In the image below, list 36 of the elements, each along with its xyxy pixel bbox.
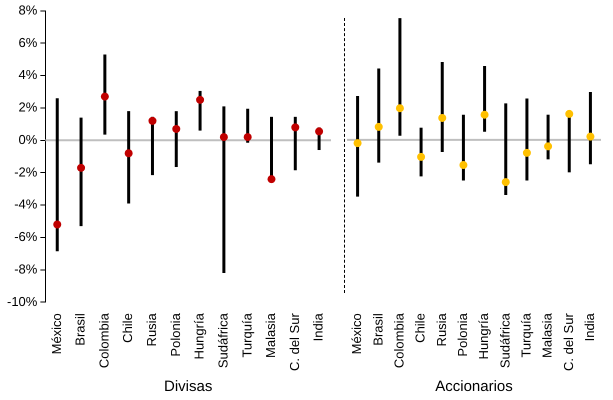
x-tick-label: Sudáfrica	[497, 312, 512, 368]
x-tick-label: México	[48, 313, 64, 354]
x-tick-label: Malasia	[263, 312, 278, 358]
x-tick-label: Malasia	[540, 312, 555, 358]
x-axis-title: Accionarios	[435, 378, 513, 396]
x-tick-label: C. del Sur	[286, 312, 302, 372]
y-tick-label: -4%	[14, 196, 38, 212]
y-tick-label: 8%	[18, 2, 38, 18]
x-axis-title: Divisas	[164, 378, 212, 396]
x-tick-label: Chile	[120, 313, 136, 343]
x-tick-label: Rusia	[434, 312, 449, 346]
y-tick-label: 0%	[18, 132, 38, 147]
x-tick-label: Chile	[412, 313, 428, 343]
x-tick-label: Turquía	[518, 312, 534, 358]
x-tick-label: C. del Sur	[560, 312, 576, 372]
y-tick-label: -6%	[14, 229, 38, 244]
x-tick-label: Turquía	[239, 312, 254, 358]
x-tick-label: Polonia	[454, 312, 470, 357]
x-tick-label: India	[310, 312, 326, 342]
x-tick-label: Rusia	[144, 312, 160, 346]
x-tick-label: Colombia	[96, 312, 112, 368]
x-tick-label: Hungría	[192, 312, 207, 360]
y-tick-label: 4%	[18, 67, 38, 82]
x-tick-label: México	[349, 313, 364, 354]
x-tick-label: India	[582, 312, 597, 342]
y-tick-label: 6%	[18, 34, 38, 50]
x-tick-label: Hungría	[476, 312, 492, 360]
x-tick-label: Sudáfrica	[215, 312, 230, 368]
x-tick-label: Brasil	[370, 313, 386, 346]
x-tick-label: Brasil	[72, 313, 88, 346]
x-tick-label: Polonia	[168, 312, 183, 357]
y-tick-label: -10%	[6, 294, 38, 309]
y-tick-label: -2%	[14, 164, 38, 180]
y-tick-label: 2%	[18, 100, 38, 115]
x-tick-label: Colombia	[391, 312, 406, 368]
y-tick-label: -8%	[14, 261, 38, 276]
